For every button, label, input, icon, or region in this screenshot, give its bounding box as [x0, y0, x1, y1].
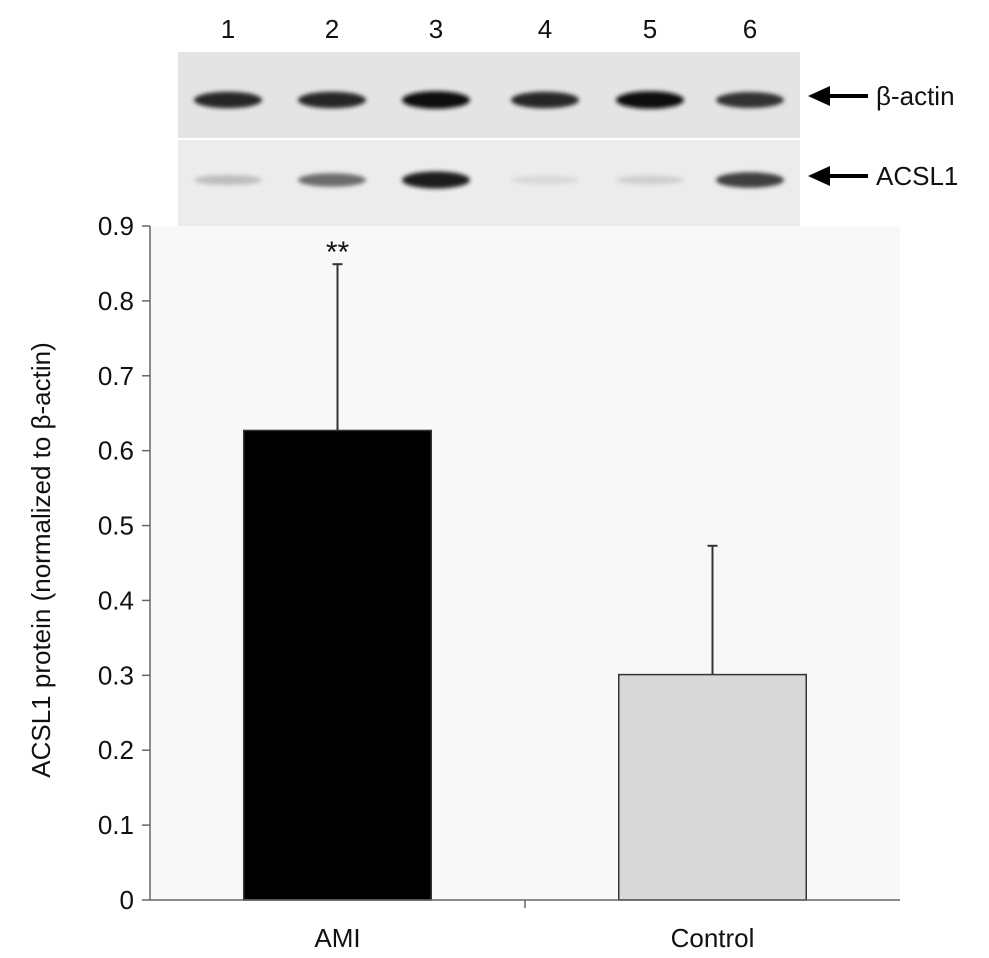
band-ACSL1-lane-1	[194, 175, 262, 185]
lane-label-4: 4	[538, 14, 552, 44]
band-β-actin-lane-4	[511, 91, 579, 109]
significance-mark-ami: **	[326, 236, 350, 269]
blot-membrane-beta-actin	[178, 52, 800, 138]
y-tick-label: 0	[120, 885, 134, 915]
x-tick-label-control: Control	[671, 923, 755, 953]
bars	[243, 429, 807, 901]
y-tick-label: 0.6	[98, 436, 134, 466]
band-ACSL1-lane-3	[402, 171, 470, 189]
error-bars	[332, 263, 718, 675]
bar-ami	[243, 429, 432, 901]
band-ACSL1-lane-2	[298, 173, 366, 187]
lane-label-1: 1	[221, 14, 235, 44]
lane-label-6: 6	[743, 14, 757, 44]
y-tick-label: 0.1	[98, 810, 134, 840]
lane-labels: 1 2 3 4 5 6	[221, 14, 757, 44]
y-axis-ticks: 0 0.1 0.2 0.3 0.4 0.5 0.6 0.7 0.8 0.9	[98, 211, 150, 915]
x-axis-ticks: AMI Control	[314, 900, 754, 953]
lane-label-3: 3	[429, 14, 443, 44]
band-ACSL1-lane-5	[616, 175, 684, 185]
y-tick-label: 0.8	[98, 286, 134, 316]
band-ACSL1-lane-4	[511, 175, 579, 185]
y-tick-label: 0.4	[98, 585, 134, 615]
bar-control	[618, 673, 807, 901]
y-tick-label: 0.5	[98, 511, 134, 541]
band-β-actin-lane-6	[716, 92, 784, 108]
arrowhead-β-actin	[808, 86, 830, 106]
band-β-actin-lane-1	[194, 91, 262, 109]
x-tick-label-ami: AMI	[314, 923, 360, 953]
blot-bands	[194, 91, 784, 189]
y-tick-label: 0.2	[98, 735, 134, 765]
significance-marks: **	[326, 236, 350, 269]
blot-membrane-acsl1	[178, 140, 800, 226]
western-blot: 1 2 3 4 5 6 β-actin ACSL1	[178, 14, 958, 226]
y-tick-label: 0.7	[98, 361, 134, 391]
band-β-actin-lane-2	[298, 91, 366, 109]
bar-chart: ** 0 0.1 0.2 0.3 0.4 0.5 0.6 0.7 0.8 0.9 AMI Contr…	[26, 211, 900, 953]
band-β-actin-lane-3	[402, 91, 470, 109]
band-β-actin-lane-5	[616, 91, 684, 109]
arrowhead-ACSL1	[808, 166, 830, 186]
y-tick-label: 0.9	[98, 211, 134, 241]
band-ACSL1-lane-6	[716, 172, 784, 188]
y-axis-label: ACSL1 protein (normalized to β-actin)	[26, 342, 56, 777]
y-tick-label: 0.3	[98, 660, 134, 690]
row-labels: β-actin ACSL1	[808, 81, 958, 191]
lane-label-2: 2	[325, 14, 339, 44]
lane-label-5: 5	[643, 14, 657, 44]
row-label-ACSL1: ACSL1	[876, 161, 958, 191]
row-label-β-actin: β-actin	[876, 81, 955, 111]
